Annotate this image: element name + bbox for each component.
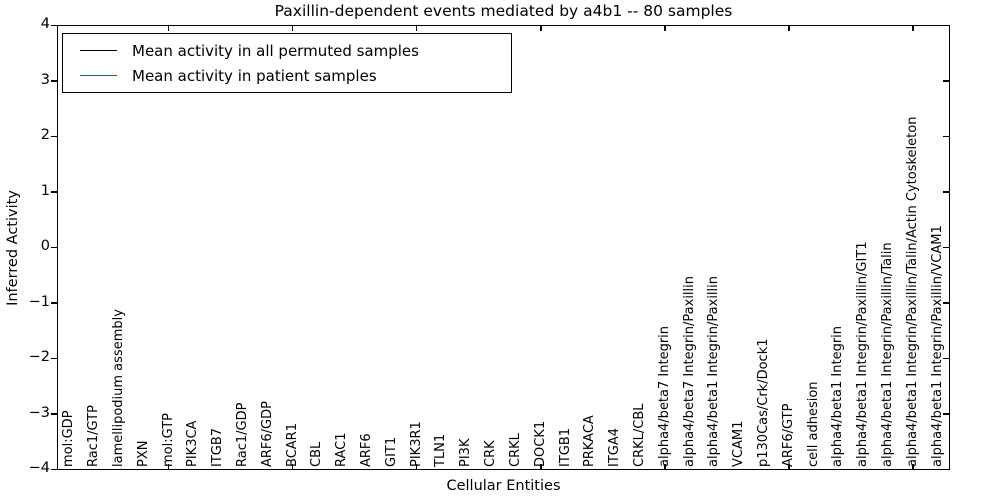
x-tick-label: DOCK1 (532, 420, 548, 467)
x-tick-label: PRKACA (582, 415, 598, 467)
plot-area-border (57, 25, 950, 470)
tick-mark (51, 357, 57, 360)
tick-mark (291, 464, 294, 470)
tick-mark (943, 191, 950, 193)
x-axis-label: Cellular Entities (446, 478, 561, 494)
x-tick-label: p130Cas/Crk/Dock1 (755, 338, 771, 467)
x-tick-label: alpha4/beta1 Integrin/Paxillin/GIT1 (855, 241, 871, 467)
legend-label: Mean activity in patient samples (132, 66, 377, 85)
y-tick-label: 2 (40, 127, 50, 144)
y-tick-label: 1 (40, 182, 50, 199)
tick-mark (787, 25, 790, 31)
tick-mark (911, 25, 914, 31)
tick-mark (663, 464, 666, 470)
y-tick-label: 4 (40, 16, 50, 33)
x-tick-label: Rac1/GTP (86, 405, 102, 467)
tick-mark (943, 357, 950, 360)
x-tick-label: mol:GTP (160, 413, 176, 467)
tick-mark (51, 413, 57, 415)
x-tick-label: PXN (135, 440, 151, 467)
x-tick-label: alpha4/beta7 Integrin (656, 325, 672, 467)
tick-mark (911, 464, 914, 470)
x-tick-label: alpha4/beta1 Integrin/Paxillin/Talin/Act… (904, 116, 920, 467)
x-tick-label: alpha4/beta1 Integrin/Paxillin/Talin (879, 242, 895, 467)
tick-mark (943, 468, 950, 471)
tick-mark (943, 302, 950, 304)
tick-mark (943, 80, 950, 82)
x-tick-label: alpha4/beta1 Integrin/Paxillin/VCAM1 (929, 225, 945, 467)
tick-mark (663, 25, 666, 31)
x-tick-label: ARF6/GTP (780, 403, 796, 467)
x-tick-label: lamellipodium assembly (111, 309, 126, 467)
y-tick-label: 3 (40, 71, 50, 88)
x-tick-label: RAC1 (334, 432, 350, 467)
permuted-line-swatch (80, 50, 117, 51)
tick-mark (415, 25, 418, 31)
x-tick-label: CRKL (507, 433, 523, 467)
x-tick-label: ITGA4 (607, 427, 623, 467)
tick-mark (167, 464, 170, 470)
tick-mark (51, 246, 57, 249)
tick-mark (51, 135, 57, 138)
x-tick-label: Rac1/GDP (235, 402, 251, 467)
x-tick-label: VCAM1 (731, 420, 747, 467)
y-tick-label: −2 (28, 349, 50, 366)
y-tick-label: −1 (28, 293, 50, 310)
x-tick-label: cell adhesion (805, 381, 821, 467)
x-tick-label: mol:GDP (61, 410, 77, 467)
x-tick-label: BCAR1 (284, 423, 300, 467)
tick-mark (943, 24, 950, 27)
tick-mark (167, 25, 170, 31)
x-tick-label: GIT1 (383, 436, 399, 467)
x-tick-label: alpha4/beta1 Integrin/Paxillin (706, 275, 722, 467)
legend-item-patient: Mean activity in patient samples (63, 64, 511, 88)
patient-line-swatch (80, 75, 117, 76)
x-tick-label: PIK3CA (185, 420, 201, 467)
tick-mark (943, 413, 950, 415)
x-tick-label: ARF6 (359, 433, 375, 467)
x-tick-label: alpha4/beta7 Integrin/Paxillin (681, 275, 697, 467)
y-tick-label: 0 (40, 238, 50, 255)
legend-item-permuted: Mean activity in all permuted samples (63, 39, 511, 63)
tick-mark (943, 246, 950, 249)
tick-mark (51, 80, 57, 82)
x-tick-label: PI3K (458, 438, 474, 467)
tick-mark (51, 302, 57, 304)
x-tick-label: alpha4/beta1 Integrin (830, 325, 846, 467)
tick-mark (291, 25, 294, 31)
x-tick-label: ITGB1 (557, 427, 573, 467)
x-tick-label: CRK (483, 440, 499, 467)
x-tick-label: PIK3R1 (408, 421, 424, 467)
tick-mark (787, 464, 790, 470)
y-tick-label: −3 (28, 404, 50, 421)
chart-title: Paxillin-dependent events mediated by a4… (274, 2, 733, 20)
x-tick-label: CBL (309, 441, 325, 467)
tick-mark (51, 191, 57, 193)
tick-mark (51, 24, 57, 27)
legend: Mean activity in all permuted samples Me… (62, 33, 512, 93)
x-tick-label: TLN1 (433, 433, 449, 467)
x-tick-label: CRKL/CBL (631, 403, 647, 468)
x-tick-label: ITGB7 (210, 427, 226, 467)
tick-mark (539, 464, 542, 470)
tick-mark (943, 135, 950, 138)
legend-label: Mean activity in all permuted samples (132, 41, 419, 60)
tick-mark (539, 25, 542, 31)
tick-mark (51, 468, 57, 471)
x-tick-label: ARF6/GDP (259, 401, 275, 467)
tick-mark (415, 464, 418, 470)
y-tick-label: −4 (28, 460, 50, 477)
